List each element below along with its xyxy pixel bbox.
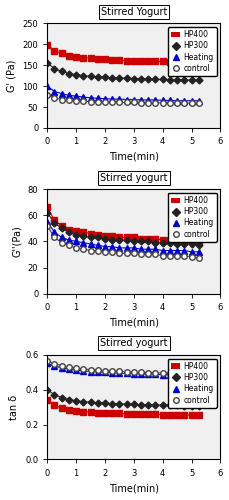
Title: Stirred Yogurt: Stirred Yogurt <box>100 7 166 17</box>
X-axis label: Time(min): Time(min) <box>108 483 158 493</box>
X-axis label: Time(min): Time(min) <box>108 318 158 328</box>
Title: Stirred yogurt: Stirred yogurt <box>100 338 167 348</box>
Legend: HP400, HP300, Heating, control: HP400, HP300, Heating, control <box>167 193 216 242</box>
X-axis label: Time(min): Time(min) <box>108 152 158 162</box>
Y-axis label: G' (Pa): G' (Pa) <box>7 60 17 92</box>
Legend: HP400, HP300, Heating, control: HP400, HP300, Heating, control <box>167 27 216 76</box>
Y-axis label: G''(Pa): G''(Pa) <box>12 226 22 257</box>
Title: Stirred yogurt: Stirred yogurt <box>100 172 167 182</box>
Legend: HP400, HP300, Heating, control: HP400, HP300, Heating, control <box>167 358 216 408</box>
Y-axis label: tan δ: tan δ <box>9 394 19 419</box>
